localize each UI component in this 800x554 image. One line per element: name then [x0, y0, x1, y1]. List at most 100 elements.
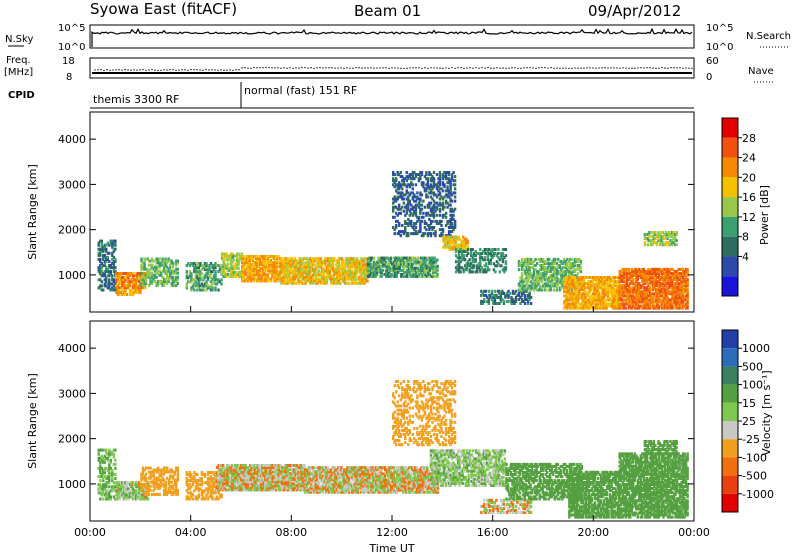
power-cell	[558, 266, 561, 270]
velocity-cell	[116, 495, 120, 499]
power-cell	[271, 261, 274, 265]
power-cell	[366, 262, 370, 266]
power-cell	[226, 254, 230, 258]
power-cell	[318, 259, 321, 263]
power-cell	[596, 282, 599, 286]
power-cell	[614, 302, 617, 306]
power-cell	[121, 280, 124, 284]
power-cell	[476, 252, 479, 255]
power-cell	[398, 173, 401, 177]
power-cell	[632, 278, 635, 282]
power-cell	[650, 274, 653, 277]
power-cell	[638, 300, 641, 304]
power-cell	[266, 257, 270, 260]
velocity-cell	[108, 481, 111, 485]
power-cell	[564, 272, 567, 276]
power-cell	[675, 302, 679, 306]
power-cell	[429, 191, 433, 195]
power-cell	[283, 277, 286, 281]
power-cell	[203, 276, 207, 280]
velocity-cell	[133, 491, 136, 495]
power-cell	[280, 279, 283, 283]
power-cell	[404, 193, 407, 197]
power-cell	[411, 232, 414, 236]
power-cell	[419, 203, 422, 207]
power-cell	[540, 260, 543, 263]
power-cell	[436, 274, 439, 278]
power-cell	[419, 171, 422, 174]
power-cell	[425, 213, 428, 217]
power-cell	[97, 257, 100, 261]
power-cell	[143, 267, 146, 271]
nave-dot	[334, 67, 336, 69]
power-cell	[540, 266, 543, 270]
power-cell	[563, 306, 566, 310]
power-cell	[567, 276, 571, 279]
power-cell	[657, 272, 661, 275]
power-cell	[551, 268, 554, 272]
power-cell	[130, 280, 133, 284]
power-cell	[540, 276, 543, 280]
power-cell	[633, 284, 636, 288]
power-cell	[146, 275, 149, 279]
power-cell	[665, 282, 668, 286]
power-cell	[588, 296, 592, 300]
power-cell	[632, 294, 635, 298]
power-cell	[677, 292, 680, 296]
power-cell	[606, 276, 610, 279]
power-cell	[166, 273, 169, 277]
power-cell	[539, 284, 542, 288]
power-cell	[492, 252, 496, 255]
power-cell	[197, 284, 201, 288]
power-cell	[431, 185, 434, 189]
power-cell	[339, 277, 342, 281]
power-cell	[105, 270, 108, 274]
power-cell	[355, 267, 359, 271]
power-cell	[402, 181, 405, 185]
power-cell	[525, 272, 528, 276]
power-cell	[172, 261, 175, 265]
power-cell	[212, 274, 216, 278]
power-cell	[569, 294, 572, 298]
power-cell	[548, 278, 551, 282]
power-cell	[416, 232, 419, 236]
power-cell	[315, 257, 318, 261]
power-cell	[188, 274, 192, 278]
power-cell	[579, 278, 583, 282]
power-cell	[351, 271, 354, 275]
power-cell	[310, 267, 313, 271]
power-cell	[312, 269, 315, 273]
power-cell	[420, 207, 424, 211]
power-cell	[380, 270, 383, 274]
power-cell	[474, 260, 477, 264]
power-cell	[241, 261, 244, 265]
power-cell	[313, 263, 316, 267]
power-cell	[108, 282, 111, 286]
power-cell	[665, 269, 668, 273]
power-cell	[310, 279, 313, 283]
power-cell	[283, 281, 286, 285]
nave-dot	[658, 67, 660, 69]
power-cell	[106, 270, 109, 274]
power-cell	[334, 267, 337, 271]
power-cell	[596, 286, 599, 290]
power-cell	[600, 286, 604, 290]
velocity-cell	[111, 450, 114, 454]
power-cell	[572, 294, 575, 298]
power-cell	[389, 258, 392, 262]
power-cell	[393, 197, 396, 201]
power-cell	[333, 279, 336, 283]
power-cell	[275, 279, 279, 283]
power-cell	[436, 272, 439, 276]
power-cell	[449, 224, 452, 227]
power-cell	[645, 286, 649, 290]
power-cell	[603, 304, 607, 308]
power-cell	[686, 296, 689, 300]
power-cell	[388, 274, 391, 278]
power-cell	[431, 211, 434, 215]
power-cell	[510, 295, 513, 299]
power-cell	[648, 302, 652, 306]
power-cell	[364, 263, 368, 267]
power-cell	[237, 252, 240, 256]
power-cell	[340, 259, 344, 263]
